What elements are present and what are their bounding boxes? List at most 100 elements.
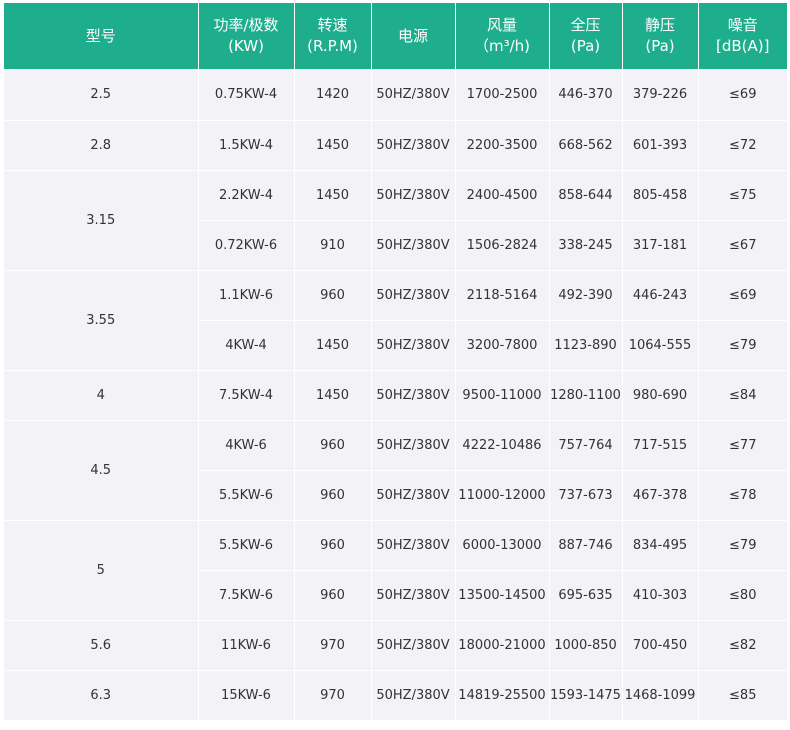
table-row: 5.6 11KW-6 970 50HZ/380V 18000-21000 100… (4, 621, 787, 671)
cell-total-pressure: 446-370 (549, 69, 622, 121)
cell-model: 2.5 (4, 69, 198, 121)
cell-airflow: 2118-5164 (455, 271, 549, 321)
cell-rpm: 1420 (294, 69, 371, 121)
cell-model: 2.8 (4, 121, 198, 171)
cell-supply: 50HZ/380V (371, 621, 455, 671)
cell-power: 5.5KW-6 (198, 521, 294, 571)
cell-supply: 50HZ/380V (371, 521, 455, 571)
table-row: 2.5 0.75KW-4 1420 50HZ/380V 1700-2500 44… (4, 69, 787, 121)
cell-static-pressure: 1468-1099 (622, 671, 698, 721)
cell-static-pressure: 317-181 (622, 221, 698, 271)
cell-static-pressure: 379-226 (622, 69, 698, 121)
table-row: 5 5.5KW-6 960 50HZ/380V 6000-13000 887-7… (4, 521, 787, 571)
cell-supply: 50HZ/380V (371, 171, 455, 221)
cell-airflow: 6000-13000 (455, 521, 549, 571)
cell-noise: ≤78 (698, 471, 787, 521)
cell-static-pressure: 467-378 (622, 471, 698, 521)
header-noise: 噪音 [dB(A)] (698, 3, 787, 69)
header-total-pressure: 全压 (Pa) (549, 3, 622, 69)
cell-static-pressure: 410-303 (622, 571, 698, 621)
cell-total-pressure: 887-746 (549, 521, 622, 571)
table-row: 3.15 2.2KW-4 1450 50HZ/380V 2400-4500 85… (4, 171, 787, 221)
cell-model: 4.5 (4, 421, 198, 521)
cell-rpm: 960 (294, 521, 371, 571)
cell-airflow: 18000-21000 (455, 621, 549, 671)
table-row: 3.55 1.1KW-6 960 50HZ/380V 2118-5164 492… (4, 271, 787, 321)
cell-airflow: 9500-11000 (455, 371, 549, 421)
cell-rpm: 1450 (294, 321, 371, 371)
cell-rpm: 1450 (294, 371, 371, 421)
cell-airflow: 13500-14500 (455, 571, 549, 621)
fan-spec-table: 型号 功率/极数 (KW) 转速 (R.P.M) 电源 风量 （m³/h) 全压 (Pa… (4, 3, 787, 721)
header-rpm: 转速 (R.P.M) (294, 3, 371, 69)
cell-total-pressure: 858-644 (549, 171, 622, 221)
cell-supply: 50HZ/380V (371, 271, 455, 321)
cell-power: 4KW-4 (198, 321, 294, 371)
header-static-pressure: 静压 (Pa) (622, 3, 698, 69)
header-supply: 电源 (371, 3, 455, 69)
cell-supply: 50HZ/380V (371, 471, 455, 521)
cell-rpm: 960 (294, 571, 371, 621)
cell-rpm: 960 (294, 271, 371, 321)
cell-noise: ≤75 (698, 171, 787, 221)
cell-power: 7.5KW-6 (198, 571, 294, 621)
cell-static-pressure: 601-393 (622, 121, 698, 171)
cell-rpm: 970 (294, 671, 371, 721)
cell-airflow: 14819-25500 (455, 671, 549, 721)
cell-airflow: 2400-4500 (455, 171, 549, 221)
cell-supply: 50HZ/380V (371, 671, 455, 721)
cell-noise: ≤84 (698, 371, 787, 421)
cell-supply: 50HZ/380V (371, 221, 455, 271)
cell-supply: 50HZ/380V (371, 571, 455, 621)
cell-model: 5 (4, 521, 198, 621)
cell-static-pressure: 834-495 (622, 521, 698, 571)
cell-total-pressure: 1000-850 (549, 621, 622, 671)
header-power: 功率/极数 (KW) (198, 3, 294, 69)
header-airflow: 风量 （m³/h) (455, 3, 549, 69)
cell-power: 5.5KW-6 (198, 471, 294, 521)
cell-supply: 50HZ/380V (371, 321, 455, 371)
cell-noise: ≤67 (698, 221, 787, 271)
cell-rpm: 970 (294, 621, 371, 671)
cell-total-pressure: 737-673 (549, 471, 622, 521)
cell-power: 1.1KW-6 (198, 271, 294, 321)
cell-power: 11KW-6 (198, 621, 294, 671)
cell-total-pressure: 1123-890 (549, 321, 622, 371)
cell-noise: ≤79 (698, 521, 787, 571)
cell-model: 4 (4, 371, 198, 421)
cell-power: 1.5KW-4 (198, 121, 294, 171)
cell-power: 2.2KW-4 (198, 171, 294, 221)
cell-total-pressure: 1593-1475 (549, 671, 622, 721)
table-row: 4.5 4KW-6 960 50HZ/380V 4222-10486 757-7… (4, 421, 787, 471)
cell-total-pressure: 338-245 (549, 221, 622, 271)
cell-airflow: 11000-12000 (455, 471, 549, 521)
cell-rpm: 960 (294, 471, 371, 521)
table-row: 4 7.5KW-4 1450 50HZ/380V 9500-11000 1280… (4, 371, 787, 421)
cell-supply: 50HZ/380V (371, 69, 455, 121)
cell-noise: ≤85 (698, 671, 787, 721)
cell-total-pressure: 695-635 (549, 571, 622, 621)
cell-model: 5.6 (4, 621, 198, 671)
cell-model: 3.55 (4, 271, 198, 371)
cell-rpm: 960 (294, 421, 371, 471)
table-row: 6.3 15KW-6 970 50HZ/380V 14819-25500 159… (4, 671, 787, 721)
cell-total-pressure: 492-390 (549, 271, 622, 321)
cell-static-pressure: 717-515 (622, 421, 698, 471)
cell-static-pressure: 1064-555 (622, 321, 698, 371)
cell-static-pressure: 446-243 (622, 271, 698, 321)
cell-static-pressure: 700-450 (622, 621, 698, 671)
cell-rpm: 1450 (294, 121, 371, 171)
cell-noise: ≤77 (698, 421, 787, 471)
cell-model: 3.15 (4, 171, 198, 271)
cell-supply: 50HZ/380V (371, 371, 455, 421)
cell-power: 0.75KW-4 (198, 69, 294, 121)
cell-supply: 50HZ/380V (371, 121, 455, 171)
cell-noise: ≤80 (698, 571, 787, 621)
cell-noise: ≤82 (698, 621, 787, 671)
cell-static-pressure: 805-458 (622, 171, 698, 221)
cell-power: 15KW-6 (198, 671, 294, 721)
cell-total-pressure: 668-562 (549, 121, 622, 171)
cell-supply: 50HZ/380V (371, 421, 455, 471)
cell-rpm: 910 (294, 221, 371, 271)
cell-rpm: 1450 (294, 171, 371, 221)
